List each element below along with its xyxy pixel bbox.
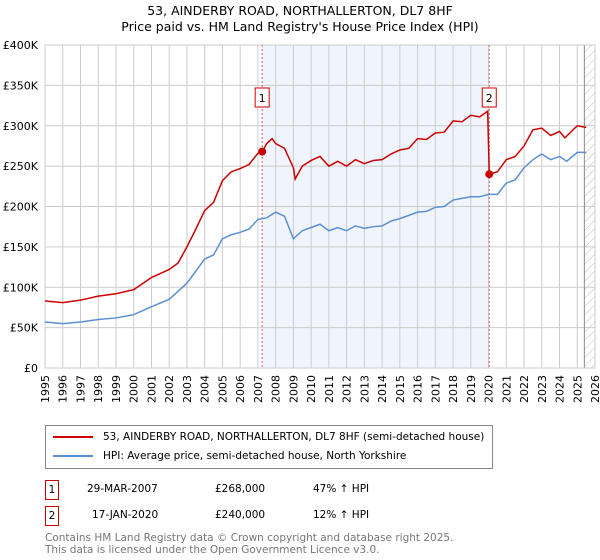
x-tick-label: 2018 [447, 375, 460, 403]
y-tick-label: £100K [3, 281, 39, 294]
plot-area: 1995 1996 1997 1998 1999 2000 2001 2002 2003 2004… [3, 39, 600, 403]
legend-swatch-blue [53, 455, 93, 457]
sale-badge: 2 [45, 506, 59, 526]
legend-swatch-red [53, 436, 93, 438]
x-tick-label: 2012 [341, 375, 354, 403]
x-tick-label: 2021 [500, 375, 513, 403]
sale-annotation-box [481, 87, 497, 108]
series-line [44, 109, 587, 304]
series-line [44, 151, 587, 325]
x-tick-label: 1996 [57, 375, 70, 403]
x-tick-label: 2003 [181, 375, 194, 403]
sale-date: 17-JAN-2020 [92, 509, 159, 521]
x-tick-label: 2000 [128, 375, 141, 403]
x-tick-label: 2016 [412, 375, 425, 403]
sale-annotation-box [254, 87, 270, 108]
y-tick-label: £350K [3, 79, 39, 92]
x-tick-label: 2015 [394, 375, 407, 403]
sale-price: £268,000 [215, 483, 266, 495]
x-tick-label: 1997 [74, 375, 87, 403]
sale-row: 2 17-JAN-2020 £240,000 12% ↑ HPI [45, 506, 545, 526]
x-tick-label: 1999 [110, 375, 123, 403]
y-tick-label: £200K [3, 201, 39, 214]
legend-item-hpi: HPI: Average price, semi-detached house,… [53, 450, 406, 462]
sale-point [258, 147, 267, 156]
x-tick-label: 2014 [376, 375, 389, 403]
x-tick-label: 1995 [39, 375, 52, 403]
x-tick-label: 2013 [358, 375, 371, 403]
x-tick-label: 2022 [518, 375, 531, 403]
x-tick-label: 2010 [305, 375, 318, 403]
sale-annotation-label: 1 [259, 92, 266, 105]
legend-item-property: 53, AINDERBY ROAD, NORTHALLERTON, DL7 8H… [53, 431, 484, 443]
sale-hpi: 12% ↑ HPI [313, 509, 370, 521]
chart-title: 53, AINDERBY ROAD, NORTHALLERTON, DL7 8H… [147, 3, 453, 18]
legend-label: HPI: Average price, semi-detached house,… [103, 450, 407, 462]
x-tick-label: 2009 [287, 375, 300, 403]
x-tick-label: 2023 [536, 375, 549, 403]
y-tick-label: £400K [3, 39, 39, 52]
legend: 53, AINDERBY ROAD, NORTHALLERTON, DL7 8H… [45, 425, 493, 469]
y-tick-label: £0 [24, 362, 38, 375]
x-tick-label: 2002 [163, 375, 176, 403]
x-tick-label: 2019 [465, 375, 478, 403]
x-tick-label: 2025 [571, 375, 584, 403]
footer-copyright: Contains HM Land Registry data © Crown c… [45, 532, 454, 544]
sale-badge: 1 [45, 480, 59, 500]
legend-label: 53, AINDERBY ROAD, NORTHALLERTON, DL7 8H… [103, 431, 485, 443]
x-tick-label: 2020 [483, 375, 496, 403]
sale-date: 29-MAR-2007 [87, 483, 158, 495]
x-tick-label: 2017 [429, 375, 442, 403]
y-tick-label: £150K [3, 241, 39, 254]
x-tick-label: 1998 [92, 375, 105, 403]
y-tick-label: £300K [3, 120, 39, 133]
x-tick-label: 2004 [199, 375, 212, 403]
x-tick-label: 2007 [252, 375, 265, 403]
x-tick-label: 2011 [323, 375, 336, 403]
y-tick-label: £50K [10, 322, 39, 335]
sale-row: 1 29-MAR-2007 £268,000 47% ↑ HPI [45, 480, 545, 500]
chart-subtitle: Price paid vs. HM Land Registry's House … [121, 19, 479, 34]
footer-licence: This data is licensed under the Open Gov… [45, 544, 380, 556]
x-tick-label: 2006 [234, 375, 247, 403]
y-tick-label: £250K [3, 160, 39, 173]
sale-hpi: 47% ↑ HPI [313, 483, 370, 495]
x-tick-label: 2026 [589, 375, 600, 403]
sale-price: £240,000 [215, 509, 266, 521]
footer: Contains HM Land Registry data © Crown c… [45, 532, 453, 556]
x-tick-label: 2024 [554, 375, 567, 403]
x-tick-label: 2008 [270, 375, 283, 403]
x-tick-label: 2001 [145, 375, 158, 403]
plot-frame [44, 44, 596, 369]
x-tick-label: 2005 [216, 375, 229, 403]
sale-annotation-label: 2 [486, 92, 493, 105]
sale-point [485, 170, 494, 179]
